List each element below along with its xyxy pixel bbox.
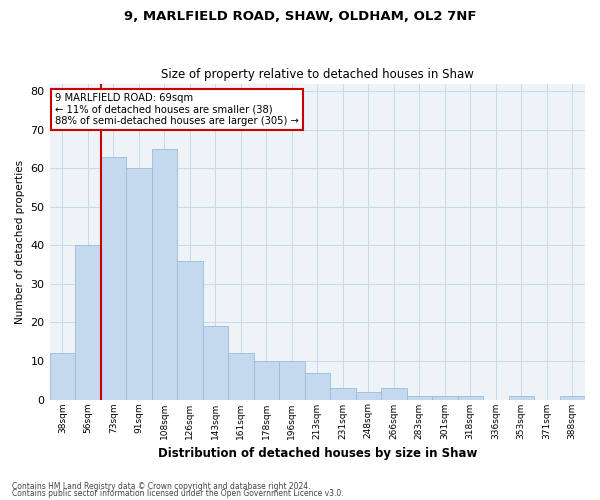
Title: Size of property relative to detached houses in Shaw: Size of property relative to detached ho… bbox=[161, 68, 474, 81]
Bar bbox=[75, 246, 101, 400]
Bar bbox=[101, 157, 126, 400]
Y-axis label: Number of detached properties: Number of detached properties bbox=[15, 160, 25, 324]
Bar bbox=[279, 361, 305, 400]
Bar bbox=[254, 361, 279, 400]
Text: 9, MARLFIELD ROAD, SHAW, OLDHAM, OL2 7NF: 9, MARLFIELD ROAD, SHAW, OLDHAM, OL2 7NF bbox=[124, 10, 476, 23]
Bar bbox=[203, 326, 228, 400]
Bar bbox=[509, 396, 534, 400]
Bar bbox=[407, 396, 432, 400]
Text: 9 MARLFIELD ROAD: 69sqm
← 11% of detached houses are smaller (38)
88% of semi-de: 9 MARLFIELD ROAD: 69sqm ← 11% of detache… bbox=[55, 93, 299, 126]
Bar bbox=[126, 168, 152, 400]
Bar bbox=[330, 388, 356, 400]
Bar bbox=[152, 149, 177, 400]
Bar bbox=[228, 354, 254, 400]
Bar bbox=[458, 396, 483, 400]
Bar bbox=[50, 354, 75, 400]
X-axis label: Distribution of detached houses by size in Shaw: Distribution of detached houses by size … bbox=[158, 447, 477, 460]
Bar bbox=[432, 396, 458, 400]
Bar bbox=[381, 388, 407, 400]
Bar bbox=[305, 372, 330, 400]
Text: Contains HM Land Registry data © Crown copyright and database right 2024.: Contains HM Land Registry data © Crown c… bbox=[12, 482, 311, 491]
Bar bbox=[177, 261, 203, 400]
Bar bbox=[356, 392, 381, 400]
Bar bbox=[560, 396, 585, 400]
Text: Contains public sector information licensed under the Open Government Licence v3: Contains public sector information licen… bbox=[12, 489, 344, 498]
